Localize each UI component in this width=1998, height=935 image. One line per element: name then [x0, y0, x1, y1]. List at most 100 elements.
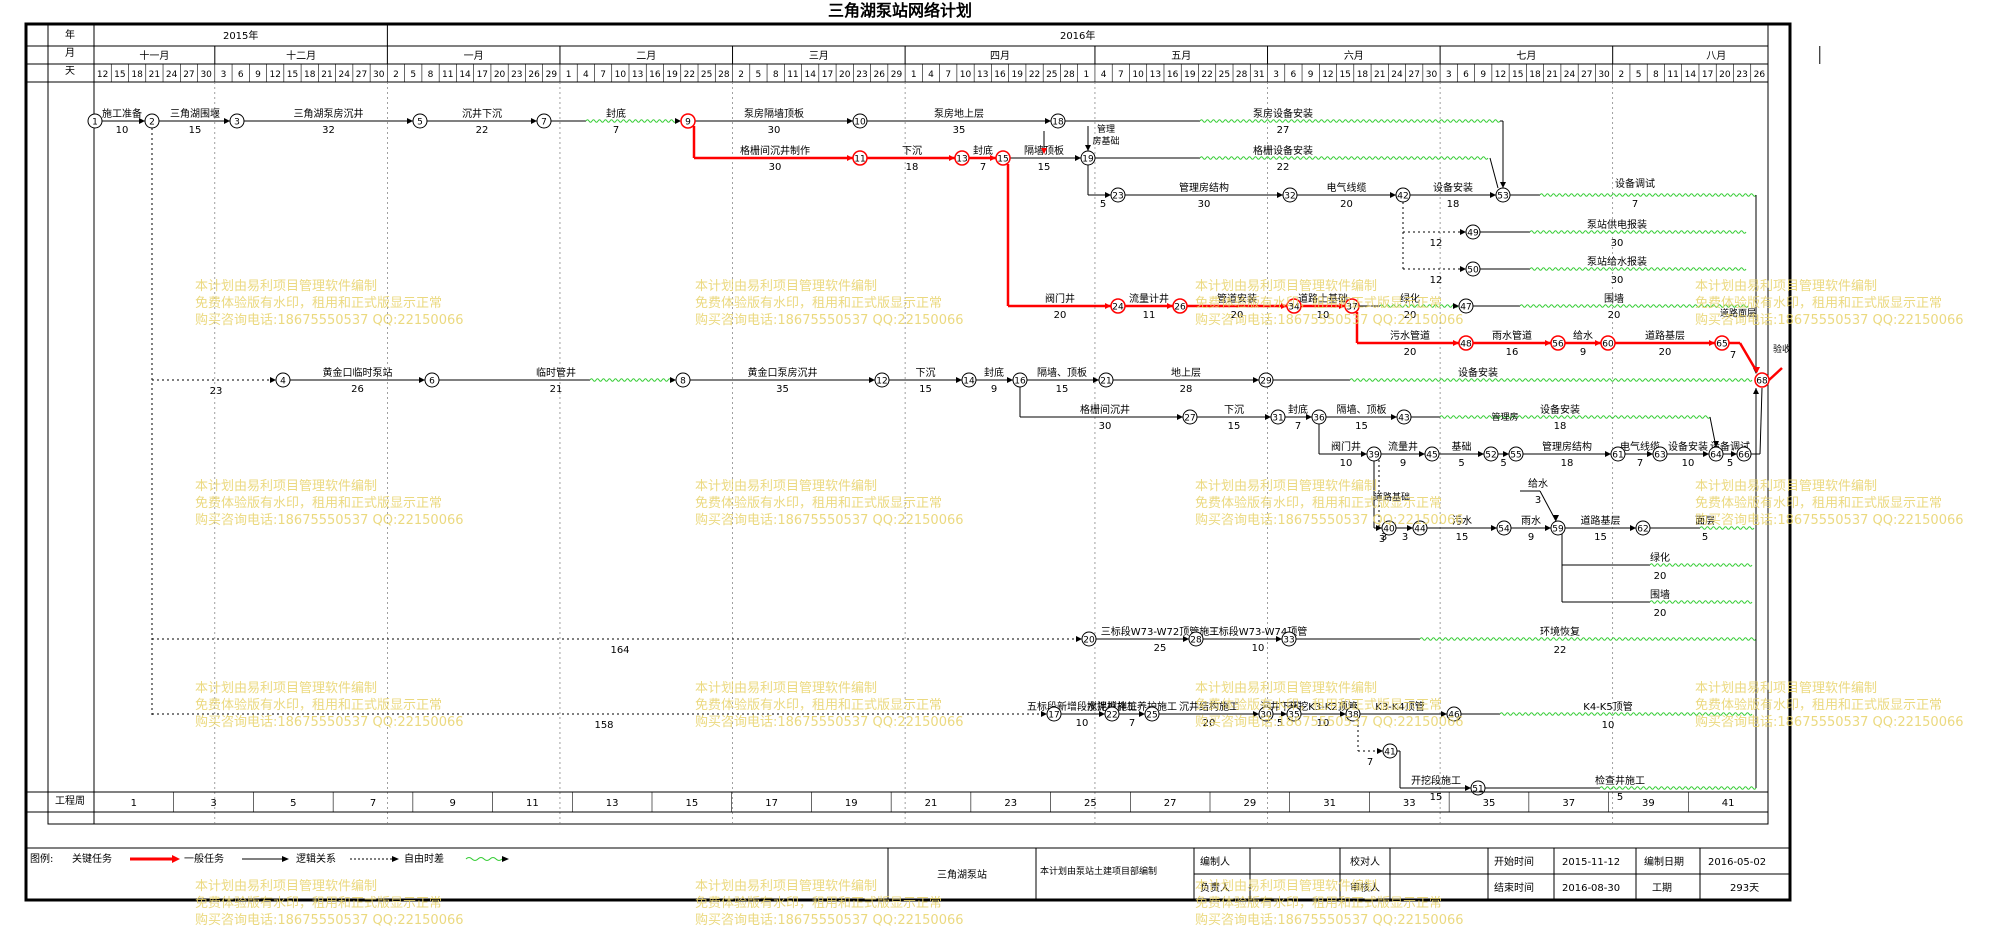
activity-name: 管理房 — [1491, 411, 1518, 423]
arrowhead — [1076, 636, 1082, 642]
day-label: 5 — [410, 70, 416, 80]
activity-name: 雨水管道 — [1492, 329, 1532, 342]
day-label: 24 — [166, 70, 178, 80]
watermark-text: 购买咨询电话:18675550537 QQ:22150066 — [195, 312, 464, 328]
activity-name: 道路土基础 — [1298, 292, 1348, 305]
week-label: 31 — [1323, 798, 1336, 809]
free-float-wave — [1519, 304, 1749, 308]
activity-arrow — [1407, 525, 1413, 531]
node-circle — [995, 150, 1011, 166]
activity-name: 施工准备 — [102, 107, 142, 120]
activity-duration: 20 — [1231, 310, 1244, 321]
day-label: 22 — [1029, 70, 1040, 80]
activity-name: 封底 — [606, 107, 626, 120]
watermark-text: 免费体验版有水印，租用和正式版显示正常 — [695, 295, 942, 311]
day-label: 3 — [1273, 70, 1279, 80]
node-number: 61 — [1612, 451, 1623, 461]
day-label: 9 — [1308, 70, 1314, 80]
legend-float-label: 自由时差 — [404, 852, 444, 865]
activity-arrow — [869, 377, 875, 383]
node-number: 15 — [997, 155, 1008, 165]
node-number: 64 — [1710, 451, 1722, 461]
arrowhead — [1377, 748, 1383, 754]
node-circle — [1311, 409, 1327, 425]
float-label: 158 — [594, 720, 613, 731]
date-value: 2016-05-02 — [1708, 857, 1766, 868]
activity-duration: 5 — [1702, 532, 1708, 543]
activity-duration: 3 — [1535, 495, 1541, 506]
week-label: 23 — [1004, 798, 1017, 809]
arrowhead — [1753, 388, 1759, 394]
day-label: 28 — [718, 70, 730, 80]
day-label: 15 — [1512, 70, 1523, 80]
activity-arrow — [1545, 340, 1551, 346]
float-label: 3 — [1379, 534, 1385, 545]
activity-arrow — [1253, 377, 1259, 383]
watermark-text: 免费体验版有水印，租用和正式版显示正常 — [195, 697, 442, 713]
node-number: 59 — [1552, 525, 1564, 535]
arrowhead — [1460, 229, 1466, 235]
free-float-wave — [589, 378, 675, 382]
activity-arrow — [1276, 636, 1282, 642]
activity-name: 给水 — [1528, 477, 1548, 490]
activity-name: 道路基层 — [1645, 329, 1685, 342]
activity-name: 绿化 — [1400, 292, 1420, 305]
legend-normal-label: 一般任务 — [184, 852, 224, 865]
activity-arrow — [1453, 303, 1459, 309]
node-number: 43 — [1398, 414, 1409, 424]
day-label: 25 — [701, 70, 712, 80]
arrowhead — [1177, 414, 1183, 420]
activity-duration: 5 — [1100, 199, 1106, 210]
node-number: 14 — [963, 377, 975, 387]
activity-name: 下沉 — [916, 366, 936, 379]
arrowhead — [270, 377, 276, 383]
activity-duration: 18 — [1447, 199, 1460, 210]
activity-duration: 35 — [776, 384, 789, 395]
node-number: 65 — [1716, 340, 1727, 350]
activity-arrow — [1491, 525, 1497, 531]
activity-duration: 18 — [906, 162, 919, 173]
checker-label: 校对人 — [1350, 855, 1380, 868]
day-label: 15 — [287, 70, 298, 80]
watermark-text: 本计划由易利项目管理软件编制 — [695, 479, 877, 494]
day-label: 11 — [787, 70, 798, 80]
node-circle — [1270, 409, 1286, 425]
activity-arrow — [1167, 303, 1173, 309]
node-number: 60 — [1602, 340, 1614, 350]
page-title: 三角湖泵站网络计划 — [828, 1, 972, 20]
activity-duration: 5 — [1277, 718, 1283, 729]
activity-name: 验收 — [1773, 343, 1791, 355]
org-name: 本计划由泵站土建项目部编制 — [1040, 865, 1157, 877]
activity-arrow — [1703, 451, 1709, 457]
node-circle — [874, 372, 890, 388]
node-number: 26 — [1174, 303, 1186, 313]
day-label: 14 — [459, 70, 471, 80]
activity-arrow — [1361, 451, 1367, 457]
watermark-text: 购买咨询电话:18675550537 QQ:22150066 — [1195, 714, 1464, 730]
activity-name: 道路基础 — [1374, 491, 1410, 503]
node-number: 25 — [1146, 711, 1157, 721]
day-label: 27 — [1581, 70, 1592, 80]
week-label: 13 — [606, 798, 619, 809]
activity-name: 设备安装 — [1668, 440, 1708, 453]
node-number: 6 — [429, 377, 435, 387]
day-label: 10 — [1132, 70, 1144, 80]
activity-name: 泵房地上层 — [934, 107, 984, 120]
activity-duration: 7 — [1295, 421, 1301, 432]
activity-duration: 10 — [116, 125, 129, 136]
node-number: 32 — [1284, 192, 1295, 202]
activity-arrow — [1376, 525, 1382, 531]
activity-duration: 16 — [1506, 347, 1519, 358]
node-circle — [1424, 446, 1440, 462]
watermark-text: 免费体验版有水印，租用和正式版显示正常 — [1695, 495, 1942, 511]
activity-name: 格栅设备安装 — [1253, 144, 1313, 157]
arrowhead — [1465, 785, 1471, 791]
activity-duration: 5 — [1617, 792, 1623, 803]
node-circle — [1736, 446, 1752, 462]
node-number: 22 — [1106, 711, 1117, 721]
week-label: 21 — [925, 798, 938, 809]
activity-duration: 15 — [1456, 532, 1469, 543]
activity-name: 道路基层 — [1581, 514, 1621, 527]
day-label: 2 — [393, 70, 399, 80]
activity-duration: 5 — [1458, 458, 1464, 469]
